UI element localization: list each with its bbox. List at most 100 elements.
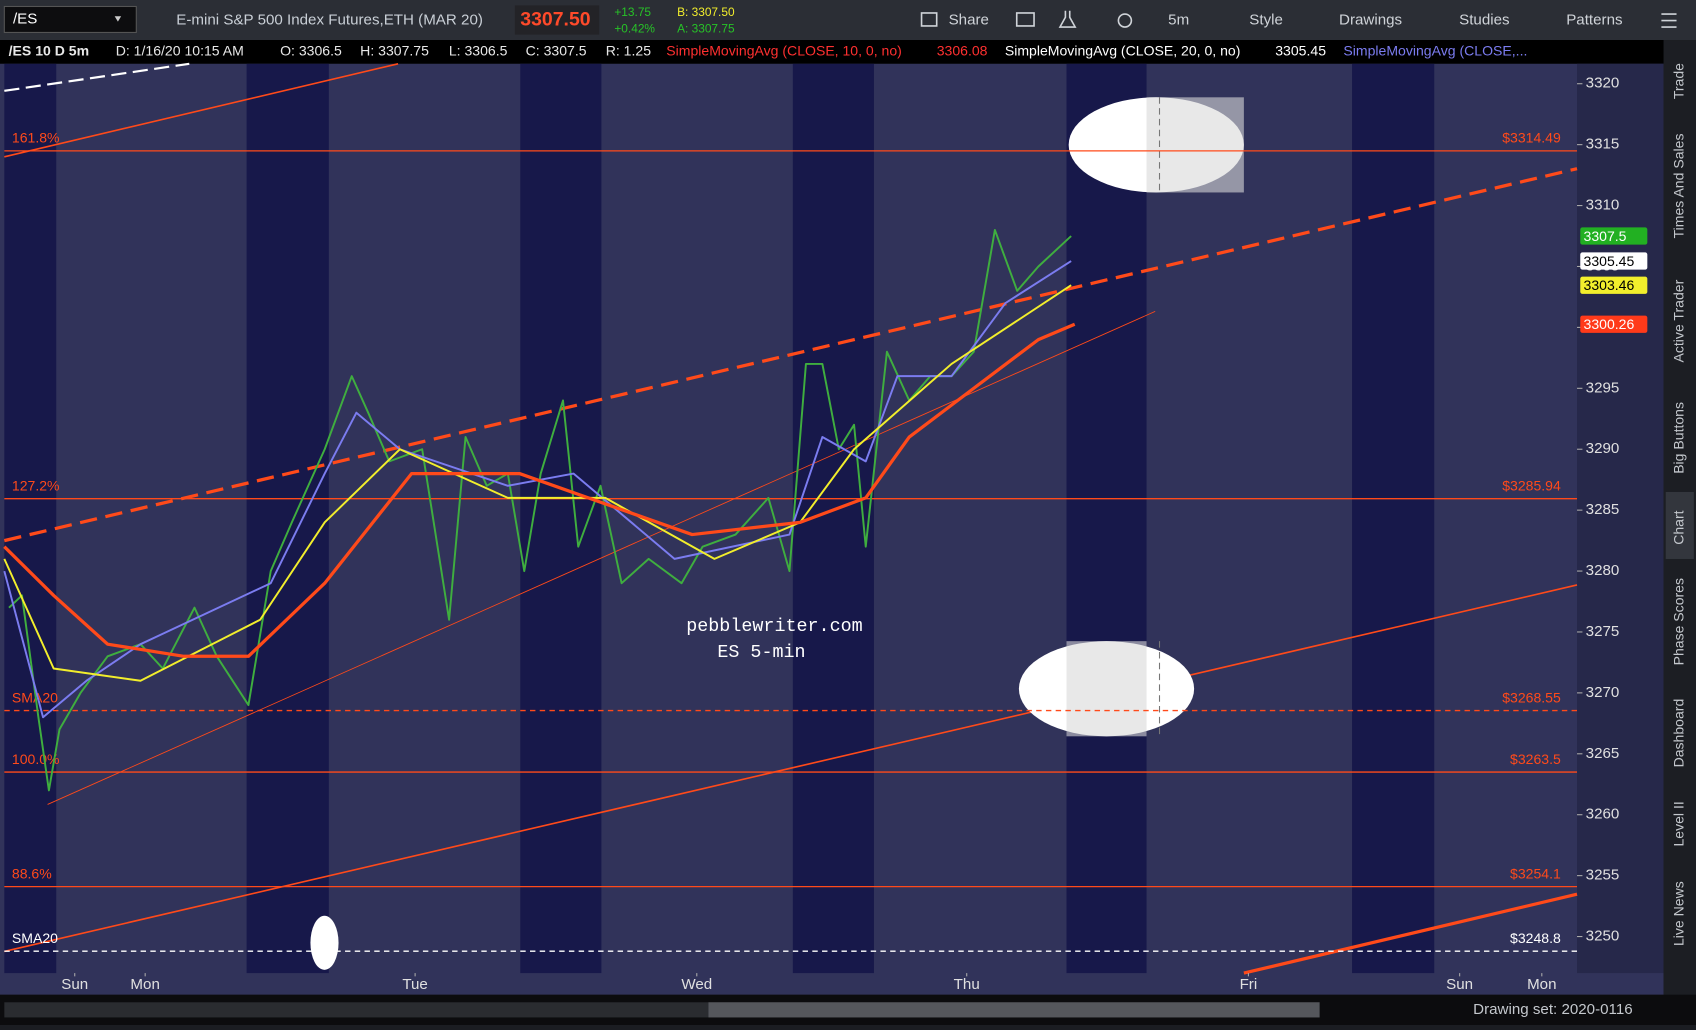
price-line <box>3 284 1072 682</box>
side-tab[interactable]: Dashboard <box>1670 699 1686 768</box>
price-tag-label: 3305.45 <box>1584 253 1635 269</box>
study-name: SimpleMovingAvg (CLOSE, 20, 0, no) <box>1005 43 1241 59</box>
night-band <box>792 63 874 974</box>
share-button[interactable]: Share <box>949 12 989 29</box>
y-tick-label: 3260 <box>1586 806 1620 823</box>
symbol-box[interactable] <box>3 5 137 33</box>
y-tick-label: 3255 <box>1586 867 1620 884</box>
flask-icon[interactable] <box>1058 10 1077 28</box>
price-tag <box>1580 252 1648 270</box>
side-tab[interactable]: Phase Scores <box>1670 578 1686 665</box>
studies-button[interactable]: Studies <box>1459 12 1510 29</box>
x-tick-label: Thu <box>954 976 980 993</box>
future-shade <box>1146 97 1244 193</box>
night-band <box>1066 63 1147 974</box>
level-label: SMA20 <box>12 930 58 946</box>
side-tab[interactable]: Chart <box>1670 510 1686 544</box>
info-open: O: 3306.5 <box>280 43 342 59</box>
night-band <box>246 63 329 974</box>
last-box <box>514 5 600 35</box>
watermark: pebblewriter.com <box>686 616 862 637</box>
info-close: C: 3307.5 <box>526 43 587 59</box>
side-tab[interactable]: Big Buttons <box>1670 402 1686 474</box>
y-tick-label: 3265 <box>1586 745 1620 762</box>
level-value-label: $3248.8 <box>1510 930 1561 946</box>
last-price: 3307.50 <box>520 9 591 31</box>
drawings-button[interactable]: Drawings <box>1339 12 1402 29</box>
price-axis <box>1577 63 1664 974</box>
menu-icon[interactable] <box>1661 13 1677 28</box>
highlight-ellipse <box>310 915 339 970</box>
share-icon <box>920 12 938 27</box>
side-tab[interactable]: Trade <box>1670 63 1686 99</box>
dropdown-arrow <box>114 16 122 22</box>
y-tick-label: 3280 <box>1586 562 1620 579</box>
y-tick-label: 3315 <box>1586 136 1620 153</box>
pct-change: +0.42% <box>614 21 655 35</box>
level-value-label: $3285.94 <box>1502 478 1561 494</box>
price-tag-label: 3300.26 <box>1584 316 1635 332</box>
side-tab[interactable]: Level II <box>1670 801 1686 846</box>
side-tab[interactable]: Active Trader <box>1670 279 1686 362</box>
channel-line <box>47 310 1156 805</box>
ask: A: 3307.75 <box>677 21 735 35</box>
watermark: ES 5-min <box>717 642 805 663</box>
channel-line <box>4 63 399 158</box>
y-tick-label: 3275 <box>1586 623 1620 640</box>
info-high: H: 3307.75 <box>360 43 429 59</box>
active-tab <box>1665 491 1694 559</box>
price-tag <box>1580 315 1648 333</box>
gear-icon[interactable] <box>1117 13 1133 28</box>
level-value-label: $3254.1 <box>1510 865 1561 881</box>
bid: B: 3307.50 <box>677 5 735 19</box>
info-bar <box>0 40 1696 64</box>
x-tick-label: Fri <box>1240 976 1258 993</box>
y-tick-label: 3270 <box>1586 684 1620 701</box>
y-tick-label: 3310 <box>1586 197 1620 214</box>
study-name: SimpleMovingAvg (CLOSE,... <box>1343 43 1527 59</box>
patterns-button[interactable]: Patterns <box>1566 12 1623 29</box>
timeframe-button[interactable]: 5m <box>1168 12 1189 29</box>
price-tag <box>1580 276 1648 294</box>
channel-line <box>3 167 1578 543</box>
info-low: L: 3306.5 <box>449 43 508 59</box>
level-label: 161.8% <box>12 130 60 146</box>
future-shade <box>1066 641 1147 737</box>
study-name: SimpleMovingAvg (CLOSE, 10, 0, no) <box>666 43 902 59</box>
side-tab[interactable]: Times And Sales <box>1670 134 1686 239</box>
plot: 3250 3255 3260 3265 3270 3275 3280 3285 3290 3295… <box>3 75 1648 993</box>
study-value: 3305.45 <box>1275 43 1326 59</box>
drawings <box>3 62 1578 975</box>
night-band <box>4 63 57 974</box>
x-tick-label: Tue <box>402 976 428 993</box>
x-tick-label: Sun <box>61 976 88 993</box>
channel-line <box>4 584 1578 953</box>
level-label: 100.0% <box>12 751 60 767</box>
level-label: 127.2% <box>12 478 60 494</box>
price-tag-label: 3307.5 <box>1584 228 1627 244</box>
y-tick-label: 3250 <box>1586 928 1620 945</box>
level-value-label: $3263.5 <box>1510 751 1561 767</box>
channel-line <box>1243 892 1578 975</box>
side-tab[interactable]: Live News <box>1670 881 1686 946</box>
level-value-label: $3314.49 <box>1502 130 1561 146</box>
icon[interactable] <box>1015 12 1035 27</box>
night-band <box>1352 63 1435 974</box>
x-tick-label: Sun <box>1446 976 1473 993</box>
info-date: D: 1/16/20 10:15 AM <box>116 43 244 59</box>
net-change: +13.75 <box>614 5 651 19</box>
style-button[interactable]: Style <box>1249 12 1283 29</box>
study-value: 3306.08 <box>937 43 988 59</box>
level-value-label: $3268.55 <box>1502 689 1561 705</box>
info-symbol: /ES 10 D 5m <box>9 43 89 59</box>
x-tick-label: Mon <box>1527 976 1556 993</box>
price-tag-label: 3303.46 <box>1584 277 1635 293</box>
description: E-mini S&P 500 Index Futures,ETH (MAR 20… <box>176 12 483 29</box>
y-tick-label: 3290 <box>1586 440 1620 457</box>
scroll-thumb[interactable] <box>708 1002 1320 1018</box>
level-label: 88.6% <box>12 865 52 881</box>
y-tick-label: 3285 <box>1586 501 1620 518</box>
info-range: R: 1.25 <box>606 43 651 59</box>
symbol: /ES <box>13 10 37 27</box>
